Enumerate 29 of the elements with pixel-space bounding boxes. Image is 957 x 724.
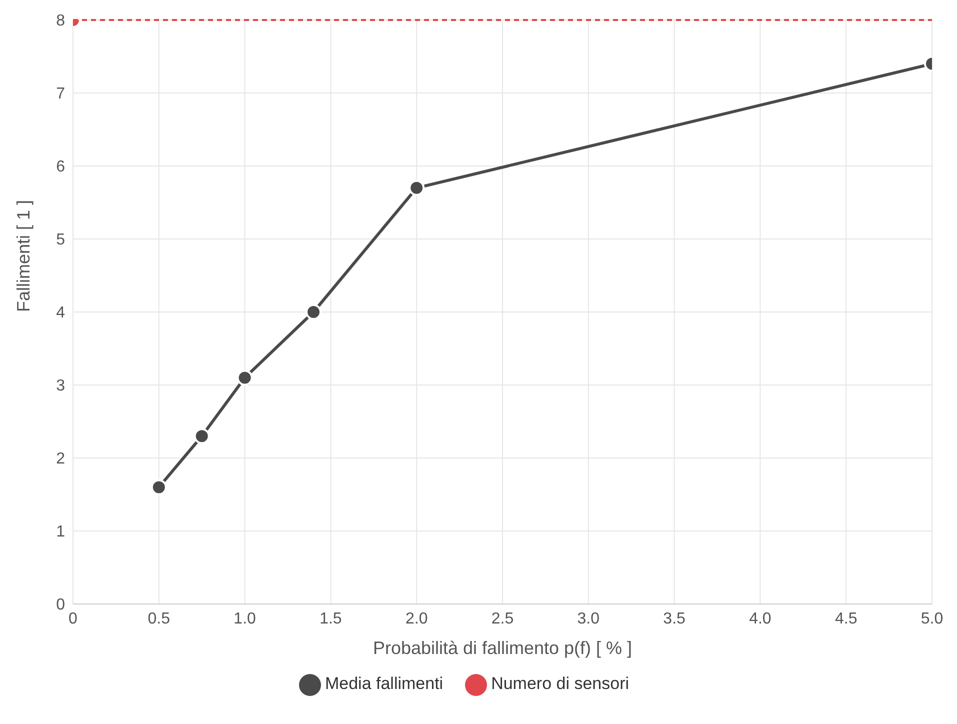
y-axis-title: Fallimenti [ 1 ]	[13, 200, 34, 312]
x-tick-label: 2.5	[491, 610, 514, 628]
y-tick-label: 6	[56, 158, 66, 176]
y-tick-label: 7	[56, 86, 66, 103]
point	[408, 180, 425, 196]
y-tick-label: 8	[56, 12, 66, 30]
legend-label: Media fallimenti	[324, 674, 444, 694]
y-tick-label: 2	[56, 450, 66, 468]
y-tick-label: 1	[56, 524, 66, 541]
point	[236, 370, 253, 386]
x-tick-label: 5.0	[920, 610, 944, 628]
x-tick-label: 2.0	[405, 610, 428, 628]
x-tick-label: 3.0	[577, 610, 600, 628]
y-tick-label: 5	[56, 232, 66, 249]
legend-label: Numero di sensori	[491, 674, 630, 694]
x-axis-title: Probabilità di fallimento p(f) [ % ]	[372, 638, 632, 658]
x-tick-label: 0	[68, 610, 78, 628]
point	[150, 479, 167, 496]
x-tick-label: 0.5	[148, 610, 170, 628]
x-tick-label: 4.0	[749, 610, 772, 628]
y-tick-label: 3	[56, 378, 66, 395]
x-tick-label: 4.5	[834, 610, 858, 628]
y-tick-label: 4	[56, 304, 66, 322]
y-tick-label: 0	[56, 596, 66, 614]
x-tick-label: 1.5	[320, 610, 342, 628]
point	[306, 304, 322, 320]
x-tick-label: 1.0	[234, 610, 256, 628]
point	[194, 428, 210, 444]
x-tick-label: 3.5	[663, 610, 686, 628]
